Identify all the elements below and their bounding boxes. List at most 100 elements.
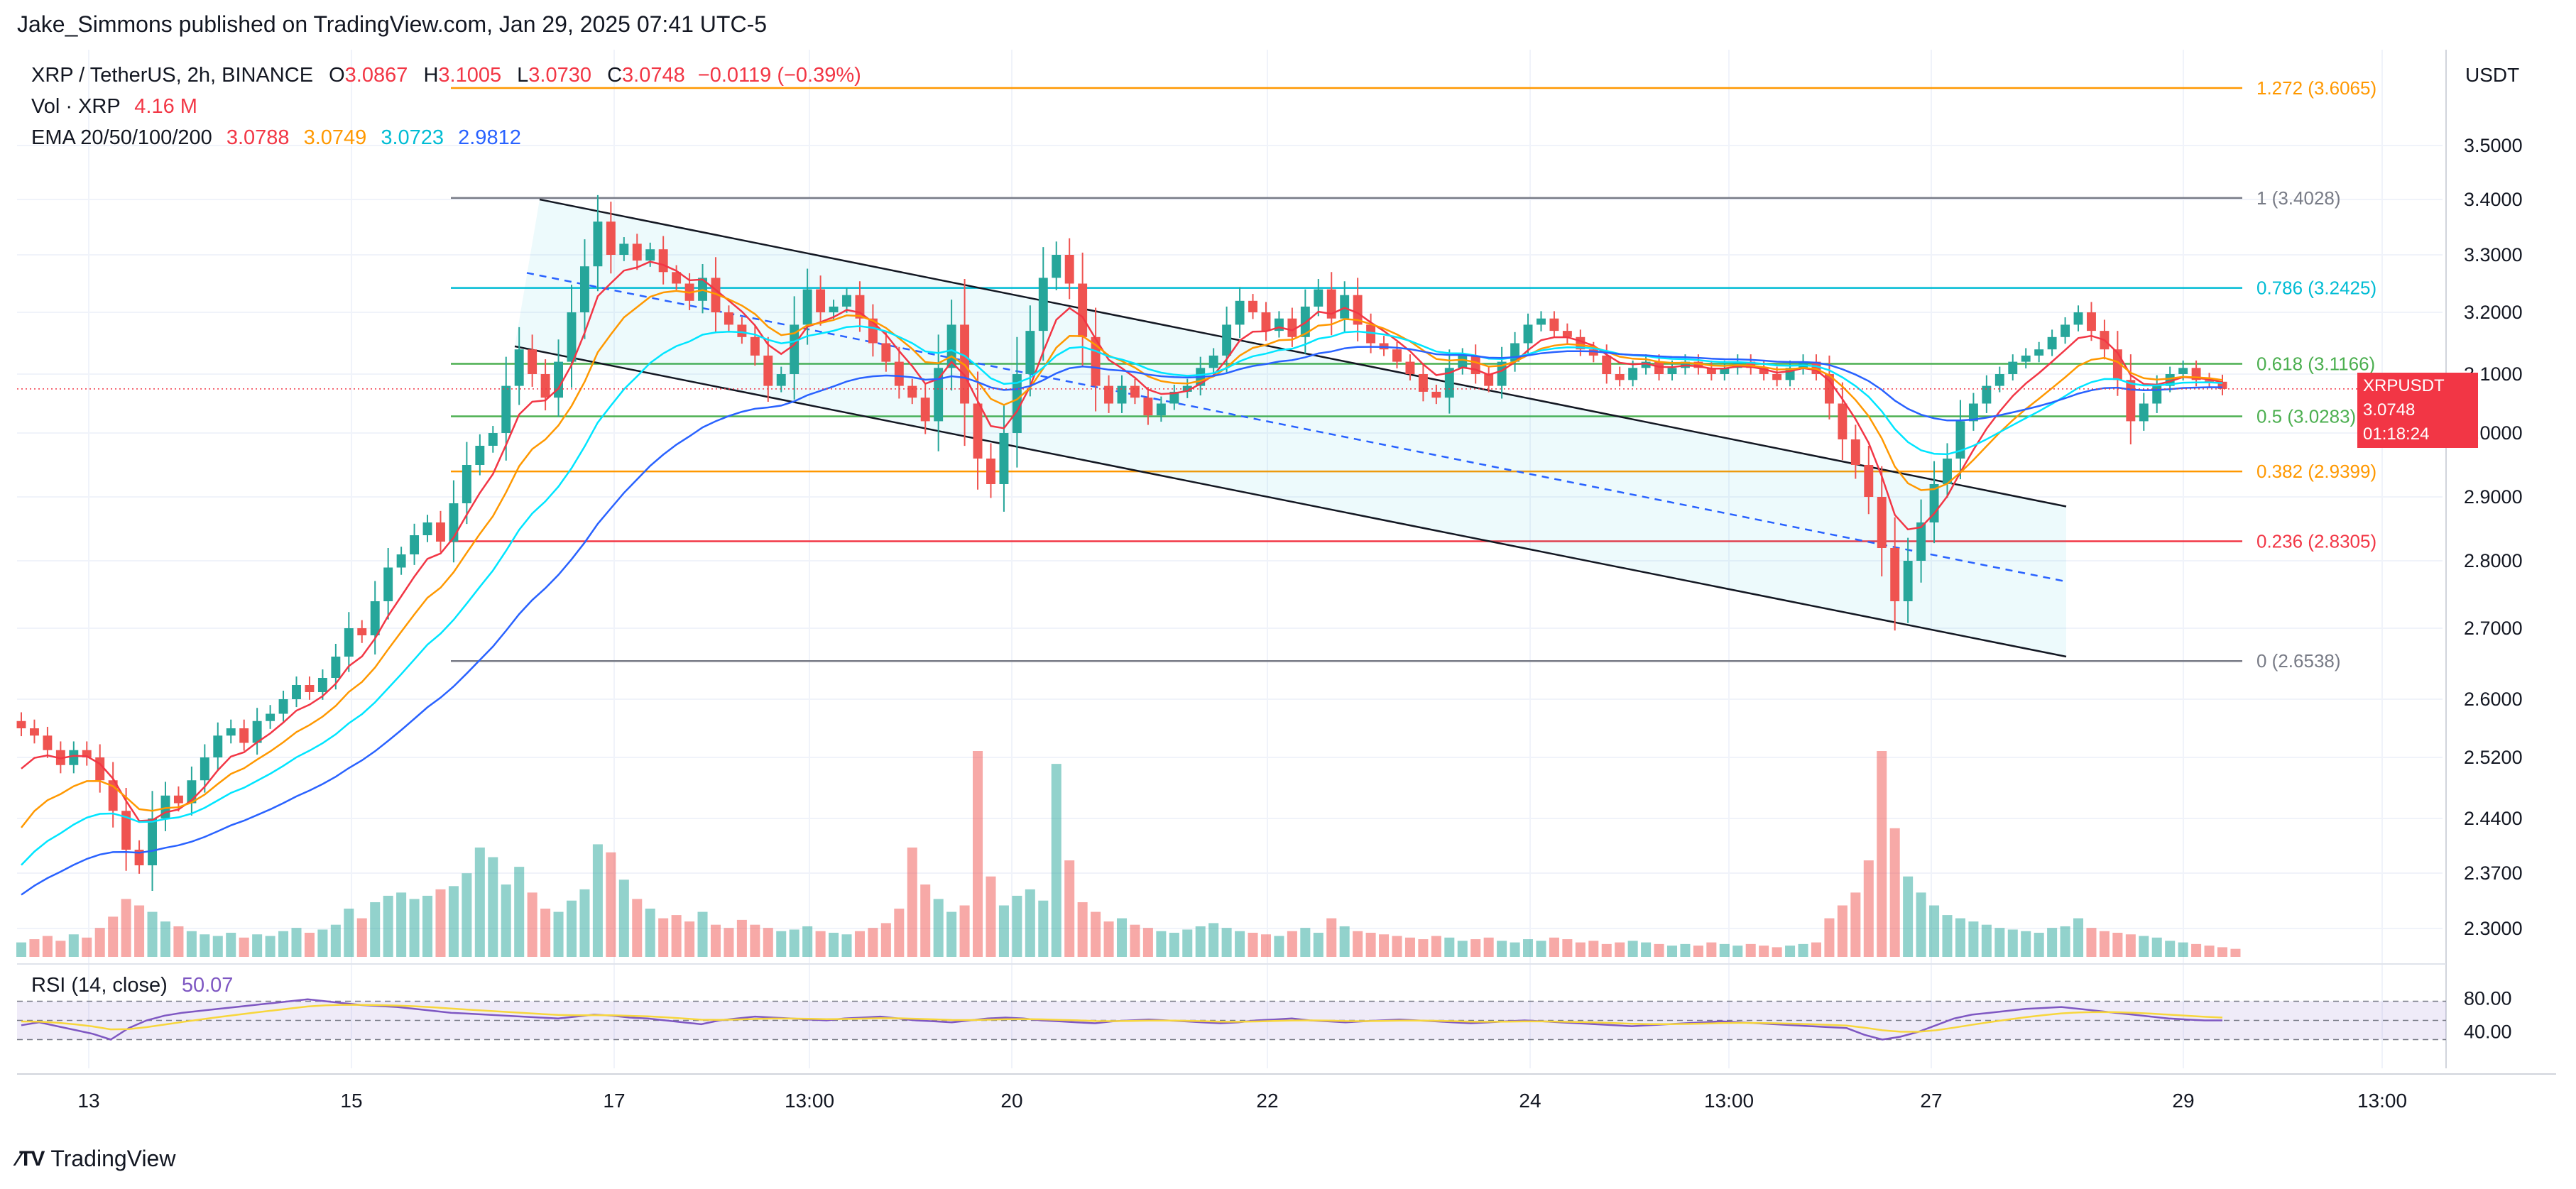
volume-bar	[1274, 936, 1284, 957]
volume-bar	[1313, 933, 1324, 957]
volume-bar	[82, 937, 92, 957]
last-price-countdown: 01:18:24	[2363, 424, 2430, 444]
candle-body	[894, 361, 904, 386]
candle-body	[173, 795, 183, 804]
volume-bar	[278, 931, 289, 957]
volume-bar	[527, 892, 537, 957]
ohlc-high: 3.1005	[438, 64, 502, 87]
candle-body	[881, 343, 891, 362]
ohlc-open: 3.0867	[344, 64, 408, 87]
candle-body	[1549, 318, 1559, 332]
fib-retracement: 1.272 (3.6065) 1 (3.4028) 0.786 (3.2425) 0.…	[451, 77, 2376, 672]
candle-body	[1864, 465, 1874, 497]
candle-body	[252, 720, 262, 743]
volume-bar	[1759, 946, 1769, 957]
volume-bar	[1418, 939, 1429, 957]
ohlc-c-label: C	[607, 64, 623, 87]
volume-bar	[1798, 943, 1808, 957]
time-tick-label: 13:00	[2357, 1090, 2407, 1112]
candle-body	[790, 324, 799, 374]
candles	[16, 194, 2227, 891]
volume-bar	[1012, 895, 1022, 957]
candle-body	[436, 522, 445, 542]
volume-bar	[370, 902, 381, 957]
volume-bar	[1392, 936, 1402, 957]
volume-bar	[134, 905, 145, 957]
candle-body	[1431, 391, 1441, 398]
candle-body	[1353, 295, 1363, 325]
volume-bar	[592, 844, 603, 957]
candle-body	[1235, 300, 1245, 325]
candle-body	[1772, 374, 1782, 380]
volume-bar	[252, 934, 263, 957]
volume-bar	[291, 928, 302, 957]
volume-bar	[200, 934, 210, 957]
volume-bar	[2139, 936, 2149, 957]
volume-bar	[1903, 876, 1914, 957]
volume-bar	[710, 924, 721, 957]
volume-bar	[1601, 943, 1612, 957]
volume-bar	[173, 926, 184, 957]
candle-body	[2021, 355, 2031, 362]
volume-bar	[304, 933, 315, 957]
candle-body	[2165, 374, 2175, 386]
volume-bar	[1169, 933, 1179, 957]
candle-body	[1064, 255, 1074, 284]
volume-bar	[540, 909, 551, 957]
ema-lines	[17, 261, 2446, 896]
volume-bar	[108, 916, 119, 957]
volume-label: Vol · XRP	[31, 95, 121, 118]
volume-bar	[1706, 942, 1717, 957]
candle-body	[1523, 324, 1533, 344]
volume-bar	[618, 880, 629, 957]
volume-value: 4.16 M	[134, 95, 197, 118]
volume-bar	[16, 942, 27, 957]
candle-body	[2139, 403, 2149, 422]
candle-body	[2087, 312, 2096, 332]
volume-bar	[2060, 926, 2070, 957]
candle-body	[1130, 385, 1140, 398]
price-tick-label: 2.5200	[2464, 747, 2523, 768]
candle-body	[1025, 331, 1035, 374]
volume-bar	[998, 905, 1009, 957]
channel-mid	[526, 272, 2067, 583]
candle-body	[1484, 374, 1494, 386]
fib-label: 0.382 (2.9399)	[2256, 461, 2376, 482]
volume-bar	[1103, 921, 1114, 957]
volume-bar	[1745, 943, 1756, 957]
volume-bar	[606, 852, 616, 957]
candle-body	[475, 446, 485, 465]
volume-bar	[1182, 929, 1193, 957]
candle-body	[488, 433, 498, 446]
volume-bar	[1142, 928, 1153, 957]
price-tick-label: 2.4400	[2464, 808, 2523, 829]
volume-bar	[946, 911, 957, 957]
volume-bar	[1339, 926, 1350, 957]
candle-body	[370, 601, 380, 635]
volume-bar	[802, 926, 813, 957]
volume-bar	[1889, 828, 1900, 957]
tradingview-logo-icon: ⁄TV	[17, 1146, 45, 1171]
candle-body	[724, 312, 733, 325]
brand[interactable]: ⁄TV TradingView	[17, 1146, 175, 1172]
candle-body	[1890, 548, 1900, 601]
volume-bar	[894, 909, 905, 957]
candle-body	[200, 757, 209, 781]
volume-bar	[1457, 941, 1468, 957]
volume-bar	[1732, 946, 1743, 957]
candle-body	[1903, 561, 1913, 601]
candle-body	[540, 374, 550, 398]
volume-bar	[1404, 937, 1415, 957]
price-tick-label: 3.2000	[2464, 302, 2523, 323]
candle-body	[331, 657, 341, 678]
candle-body	[1968, 403, 1978, 422]
price-tick-label: 2.7000	[2464, 618, 2523, 639]
currency-label[interactable]: USDT	[2465, 64, 2520, 86]
volume-bar	[1955, 918, 1965, 957]
candle-body	[1038, 278, 1048, 332]
fib-label: 0.236 (2.8305)	[2256, 531, 2376, 552]
volume-bar	[1116, 918, 1128, 957]
price-tick-label: 3.3000	[2464, 244, 2523, 265]
volume-bar	[1588, 941, 1599, 957]
